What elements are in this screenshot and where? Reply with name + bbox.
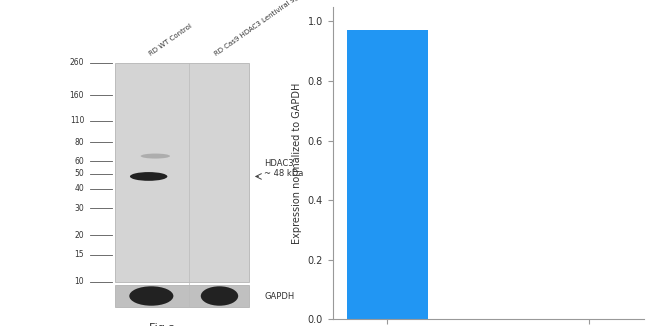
- Text: 260: 260: [70, 58, 84, 67]
- Text: 110: 110: [70, 116, 84, 125]
- Text: HDAC3
~ 48 kDa: HDAC3 ~ 48 kDa: [265, 159, 304, 178]
- Bar: [347, 30, 428, 319]
- Text: GAPDH: GAPDH: [265, 291, 294, 301]
- Ellipse shape: [201, 286, 238, 306]
- Ellipse shape: [130, 172, 167, 181]
- Text: 30: 30: [75, 203, 84, 213]
- Text: RD WT Control: RD WT Control: [148, 22, 193, 57]
- Text: 60: 60: [75, 157, 84, 166]
- Ellipse shape: [129, 286, 174, 306]
- Text: 160: 160: [70, 91, 84, 100]
- FancyBboxPatch shape: [115, 285, 249, 307]
- Text: 50: 50: [75, 169, 84, 178]
- Text: Fig a: Fig a: [149, 323, 175, 326]
- Ellipse shape: [140, 154, 170, 158]
- Text: 80: 80: [75, 138, 84, 147]
- Text: 10: 10: [75, 277, 84, 287]
- Text: 40: 40: [75, 184, 84, 193]
- FancyBboxPatch shape: [115, 63, 249, 282]
- Y-axis label: Expression normalized to GAPDH: Expression normalized to GAPDH: [292, 82, 302, 244]
- Text: 20: 20: [75, 231, 84, 240]
- Text: 15: 15: [75, 250, 84, 259]
- Text: RD Cas9 HDAC3 Lentiviral sgRNA: RD Cas9 HDAC3 Lentiviral sgRNA: [213, 0, 311, 57]
